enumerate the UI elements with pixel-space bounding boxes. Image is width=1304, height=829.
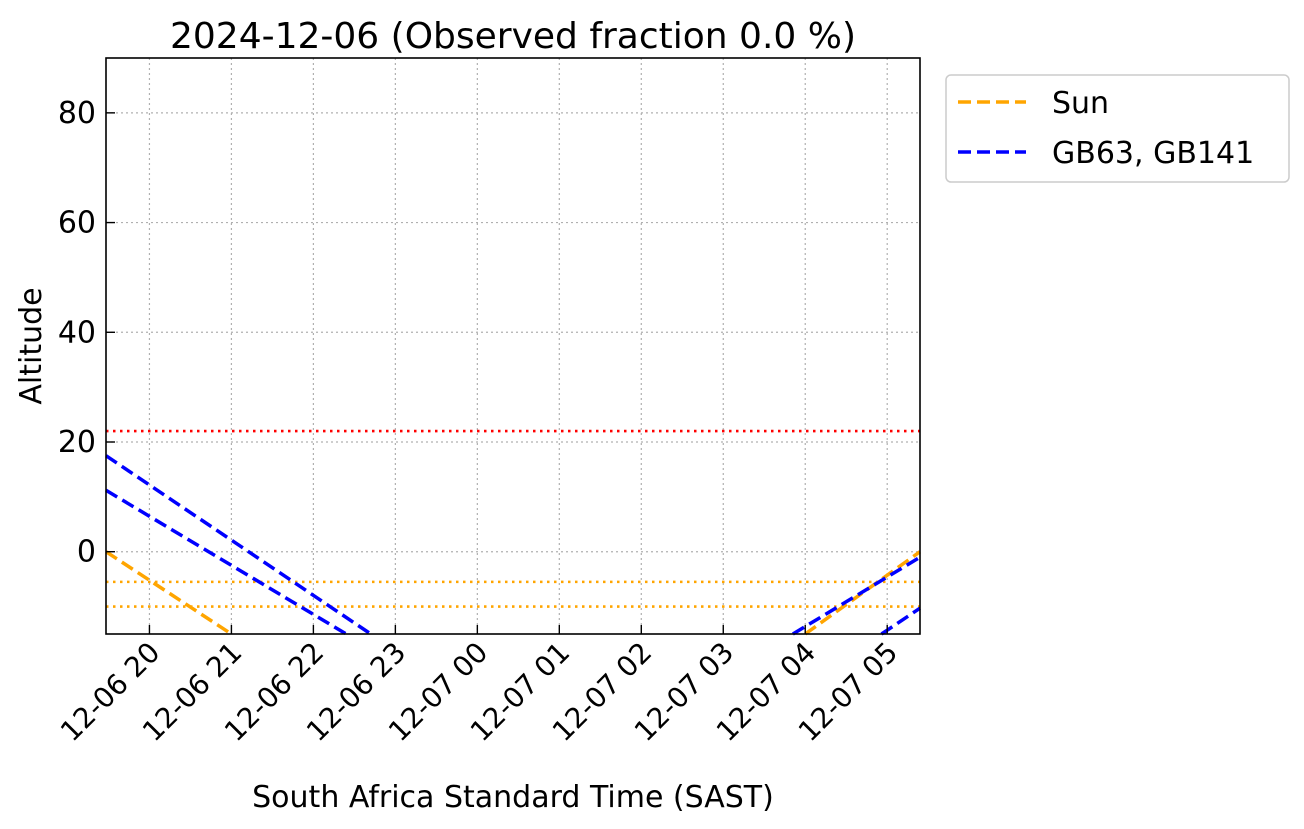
- target-altitude-line: [105, 454, 372, 636]
- sun-altitude-line: [105, 550, 233, 636]
- plot-frame: [105, 57, 921, 635]
- y-axis-label: Altitude: [14, 287, 49, 404]
- legend-box: [945, 74, 1290, 183]
- target-altitude-line: [105, 488, 348, 636]
- reference-lines: [106, 429, 920, 608]
- target-altitude-line: [791, 555, 921, 636]
- sun-altitude-line: [804, 550, 922, 636]
- y-tick-label: 60: [58, 206, 96, 241]
- legend-sun-label: Sun: [1052, 86, 1109, 121]
- chart-title: 2024-12-06 (Observed fraction 0.0 %): [170, 16, 856, 57]
- y-tick-label: 0: [77, 535, 96, 570]
- y-tick-label: 40: [58, 315, 96, 350]
- legend: Sun GB63, GB141: [945, 74, 1290, 183]
- legend-targets-label: GB63, GB141: [1052, 136, 1254, 171]
- target-altitude-line: [880, 606, 921, 636]
- y-tick-label: 80: [58, 96, 96, 131]
- y-tick-label: 20: [58, 425, 96, 460]
- series-lines: [105, 454, 922, 636]
- grid: [106, 58, 920, 634]
- x-axis-label: South Africa Standard Time (SAST): [252, 780, 774, 815]
